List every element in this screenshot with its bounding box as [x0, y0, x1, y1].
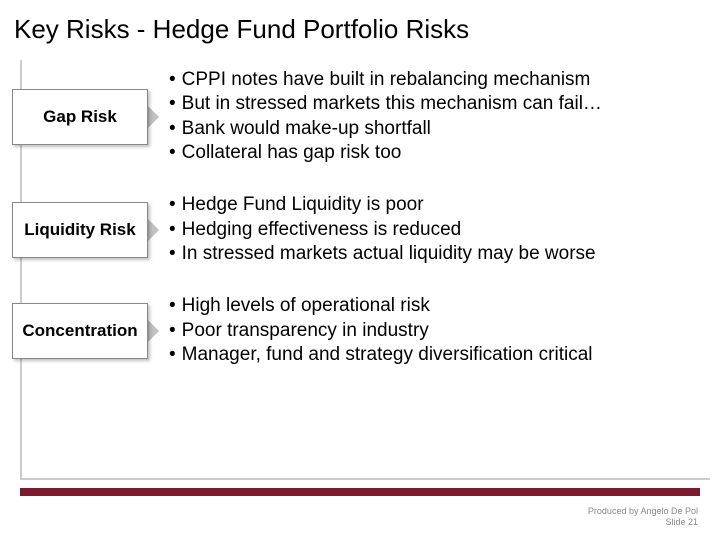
content-area: Gap Risk •CPPI notes have built in rebal… — [20, 60, 710, 480]
label-gap-risk: Gap Risk — [12, 89, 148, 145]
bullet-item: •CPPI notes have built in rebalancing me… — [169, 68, 710, 92]
bullets-liquidity: •Hedge Fund Liquidity is poor •Hedging e… — [169, 193, 710, 266]
chevron-icon — [147, 105, 159, 129]
footer-slide-number: Slide 21 — [588, 517, 698, 528]
bullet-icon: • — [169, 319, 176, 343]
bullet-icon: • — [169, 117, 176, 141]
bullet-item: •Hedge Fund Liquidity is poor — [169, 193, 710, 217]
bullets-concentration: •High levels of operational risk •Poor t… — [169, 294, 710, 367]
slide-title: Key Risks - Hedge Fund Portfolio Risks — [0, 0, 720, 53]
bullet-icon: • — [169, 343, 176, 367]
bullet-item: •Hedging effectiveness is reduced — [169, 218, 710, 242]
bullet-icon: • — [169, 68, 176, 92]
bullet-icon: • — [169, 294, 176, 318]
bullet-icon: • — [169, 92, 176, 116]
bullet-icon: • — [169, 218, 176, 242]
bullets-gap: •CPPI notes have built in rebalancing me… — [169, 68, 710, 165]
bullet-item: •High levels of operational risk — [169, 294, 710, 318]
bullet-icon: • — [169, 242, 176, 266]
chevron-icon — [147, 319, 159, 343]
bullet-item: •Bank would make-up shortfall — [169, 117, 710, 141]
bullet-item: •Manager, fund and strategy diversificat… — [169, 343, 710, 367]
risk-row-concentration: Concentration •High levels of operationa… — [22, 294, 710, 367]
bullet-item: •Collateral has gap risk too — [169, 141, 710, 165]
bullet-item: •Poor transparency in industry — [169, 319, 710, 343]
bullet-icon: • — [169, 193, 176, 217]
bullet-item: •But in stressed markets this mechanism … — [169, 92, 710, 116]
slide: Key Risks - Hedge Fund Portfolio Risks G… — [0, 0, 720, 540]
risk-row-liquidity: Liquidity Risk •Hedge Fund Liquidity is … — [22, 193, 710, 266]
chevron-icon — [147, 218, 159, 242]
bullet-icon: • — [169, 141, 176, 165]
label-liquidity-risk: Liquidity Risk — [12, 202, 148, 258]
risk-row-gap: Gap Risk •CPPI notes have built in rebal… — [22, 68, 710, 165]
bullet-item: •In stressed markets actual liquidity ma… — [169, 242, 710, 266]
label-concentration: Concentration — [12, 303, 148, 359]
accent-bar — [20, 488, 700, 496]
footer-author: Produced by Angelo De Pol — [588, 506, 698, 517]
footer: Produced by Angelo De Pol Slide 21 — [588, 506, 698, 529]
